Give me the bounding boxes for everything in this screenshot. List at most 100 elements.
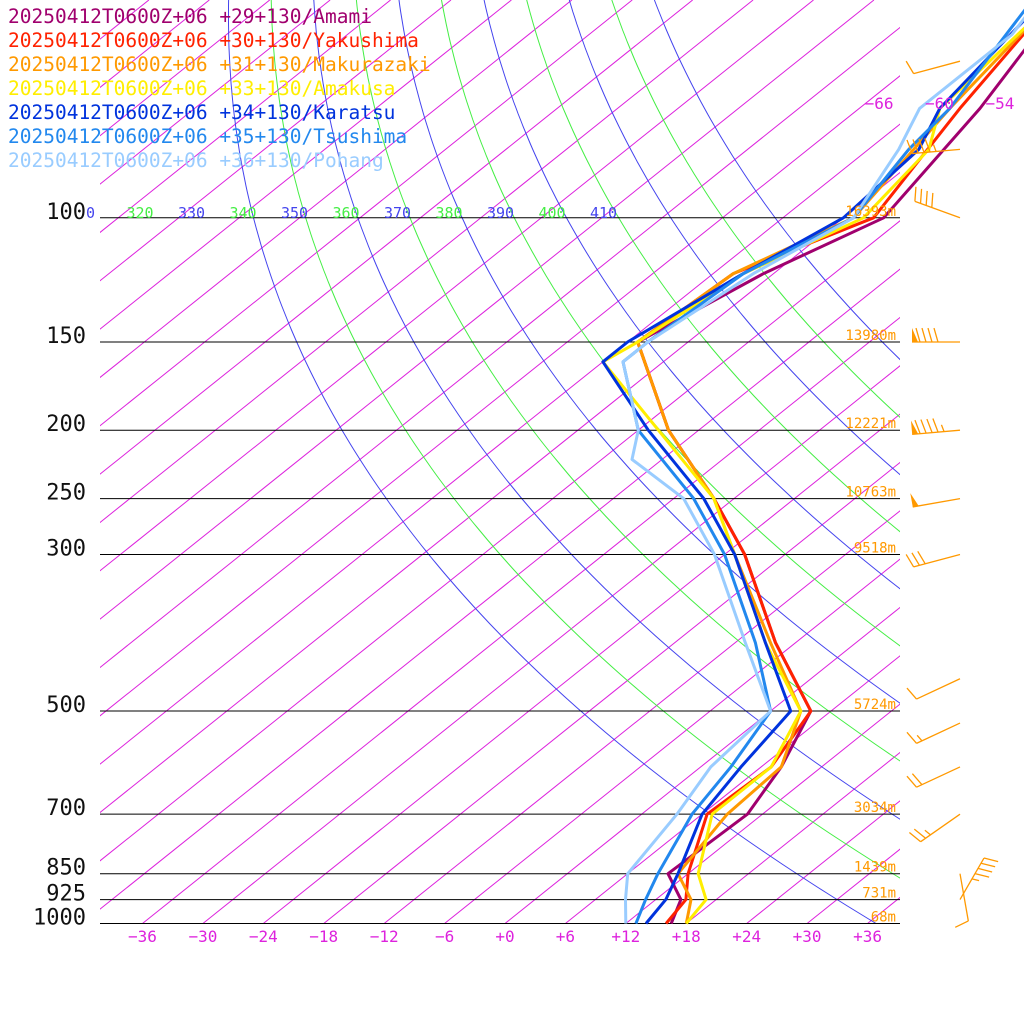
isentrope-line	[568, 0, 900, 476]
temperature-tick-label: +18	[672, 927, 701, 946]
temperature-tick-label: −12	[370, 927, 399, 946]
wind-barb	[906, 766, 961, 788]
wind-barb-feather	[980, 862, 996, 868]
wind-barb-staff	[913, 553, 961, 568]
level-height-label: 1439m	[854, 860, 896, 876]
wind-barb-pennant	[912, 328, 918, 343]
wind-barb-half-feather	[940, 424, 945, 432]
wind-barb-feather	[911, 552, 920, 566]
wind-barb-half-feather	[924, 829, 931, 836]
wind-barb	[908, 813, 961, 843]
wind-barb-staff	[914, 200, 961, 219]
wind-barb-feather	[918, 138, 925, 153]
wind-barb	[905, 60, 961, 75]
isotherm-line	[625, 703, 900, 924]
isotherm-line	[685, 751, 900, 924]
temperature-tick-label: −30	[188, 927, 217, 946]
temperature-tick-label: −36	[128, 927, 157, 946]
pressure-tick-label: 1000	[33, 906, 86, 931]
wind-barb	[906, 722, 961, 744]
level-height-label: 3034m	[854, 800, 896, 816]
isotherm-line	[100, 0, 693, 475]
isentrope-line	[313, 0, 900, 820]
sounding-traces	[601, 8, 1024, 925]
isotherm-line	[100, 0, 452, 282]
wind-barb-feather	[917, 550, 926, 565]
isentrope-line	[355, 0, 900, 762]
level-height-label: 10763m	[845, 485, 896, 501]
legend-entry-pohang: 20250412T0600Z+06 +36+130/Pohang	[8, 149, 384, 172]
isotherm-line	[100, 0, 633, 427]
isentrope-label: 400	[538, 204, 565, 222]
pressure-tick-label: 250	[46, 481, 86, 506]
temperature-tick-label: +30	[793, 927, 822, 946]
isentrope-label: 380	[435, 204, 462, 222]
series-line	[621, 16, 1024, 924]
wind-barb-feather	[977, 867, 993, 873]
wind-barb-feather	[983, 857, 999, 863]
isotherm-line	[100, 171, 900, 814]
isentrope-line	[526, 0, 900, 533]
wind-barb-feather	[920, 419, 927, 434]
wind-barb-staff	[920, 813, 961, 843]
isentrope-label: 330	[178, 204, 205, 222]
level-height-label: 68m	[871, 910, 896, 926]
upper-temperature-label: −54	[985, 94, 1014, 113]
legend-entry-yakushima: 20250412T0600Z+06 +30+130/Yakushima	[8, 29, 419, 52]
isotherm-line	[323, 461, 900, 924]
pressure-tick-label: 200	[46, 412, 86, 437]
isotherm-line	[444, 558, 900, 924]
wind-barb	[906, 138, 961, 155]
series-line	[601, 18, 1024, 925]
isentrope-line	[653, 0, 900, 361]
wind-barb	[905, 550, 961, 568]
upper-temperature-label: −60	[925, 94, 954, 113]
wind-barb-feather	[906, 687, 917, 700]
wind-barb	[954, 873, 969, 928]
pressure-tick-label: 150	[46, 324, 86, 349]
pressure-tick-label: 500	[46, 693, 86, 718]
isentrope-label: 320	[126, 204, 153, 222]
legend-entry-karatsu: 20250412T0600Z+06 +34+130/Karatsu	[8, 101, 396, 124]
wind-barb	[914, 186, 961, 219]
wind-barb-half-feather	[971, 878, 980, 882]
isotherm-line	[100, 0, 573, 379]
level-height-label: 13980m	[845, 328, 896, 344]
wind-barb-feather	[908, 832, 922, 843]
wind-barbs	[905, 60, 999, 928]
pressure-tick-label: 300	[46, 536, 86, 561]
temperature-tick-label: +6	[556, 927, 575, 946]
temperature-tick-label: −6	[435, 927, 454, 946]
isotherm-line	[100, 0, 331, 185]
pressure-tick-label: 100	[46, 200, 86, 225]
upper-temperature-label: −66	[865, 94, 894, 113]
wind-barb-staff	[959, 873, 969, 922]
series-line	[636, 48, 1024, 925]
series-line	[636, 28, 1024, 924]
legend-entry-tsushima: 20250412T0600Z+06 +35+130/Tsushima	[8, 125, 408, 148]
wind-barb-feather	[906, 775, 917, 788]
wind-barb-feather	[914, 419, 921, 434]
isotherm-grid	[100, 0, 900, 924]
wind-barb	[910, 418, 961, 436]
wind-barb-feather	[905, 554, 915, 568]
level-height-label: 731m	[862, 886, 896, 902]
wind-barb-staff	[916, 678, 961, 700]
temperature-tick-label: −24	[249, 927, 278, 946]
isentrope-label: 350	[281, 204, 308, 222]
wind-barb-staff	[913, 60, 961, 75]
axis-labels: 100 16393m 150 13980m 200 12221m 250 10763m 300 9…	[33, 94, 1014, 946]
wind-barb-feather	[924, 138, 931, 153]
pressure-level-lines	[100, 217, 900, 924]
wind-barb-feather	[931, 192, 934, 208]
isotherm-line	[100, 26, 900, 669]
level-height-label: 9518m	[854, 540, 896, 556]
wind-barb-feather	[974, 872, 990, 878]
temperature-tick-label: +24	[732, 927, 761, 946]
wind-barb-feather	[925, 190, 928, 206]
wind-barb-feather	[915, 327, 921, 343]
wind-barb-feather	[921, 327, 927, 343]
pressure-tick-label: 925	[46, 882, 86, 907]
temperature-tick-label: +36	[853, 927, 882, 946]
